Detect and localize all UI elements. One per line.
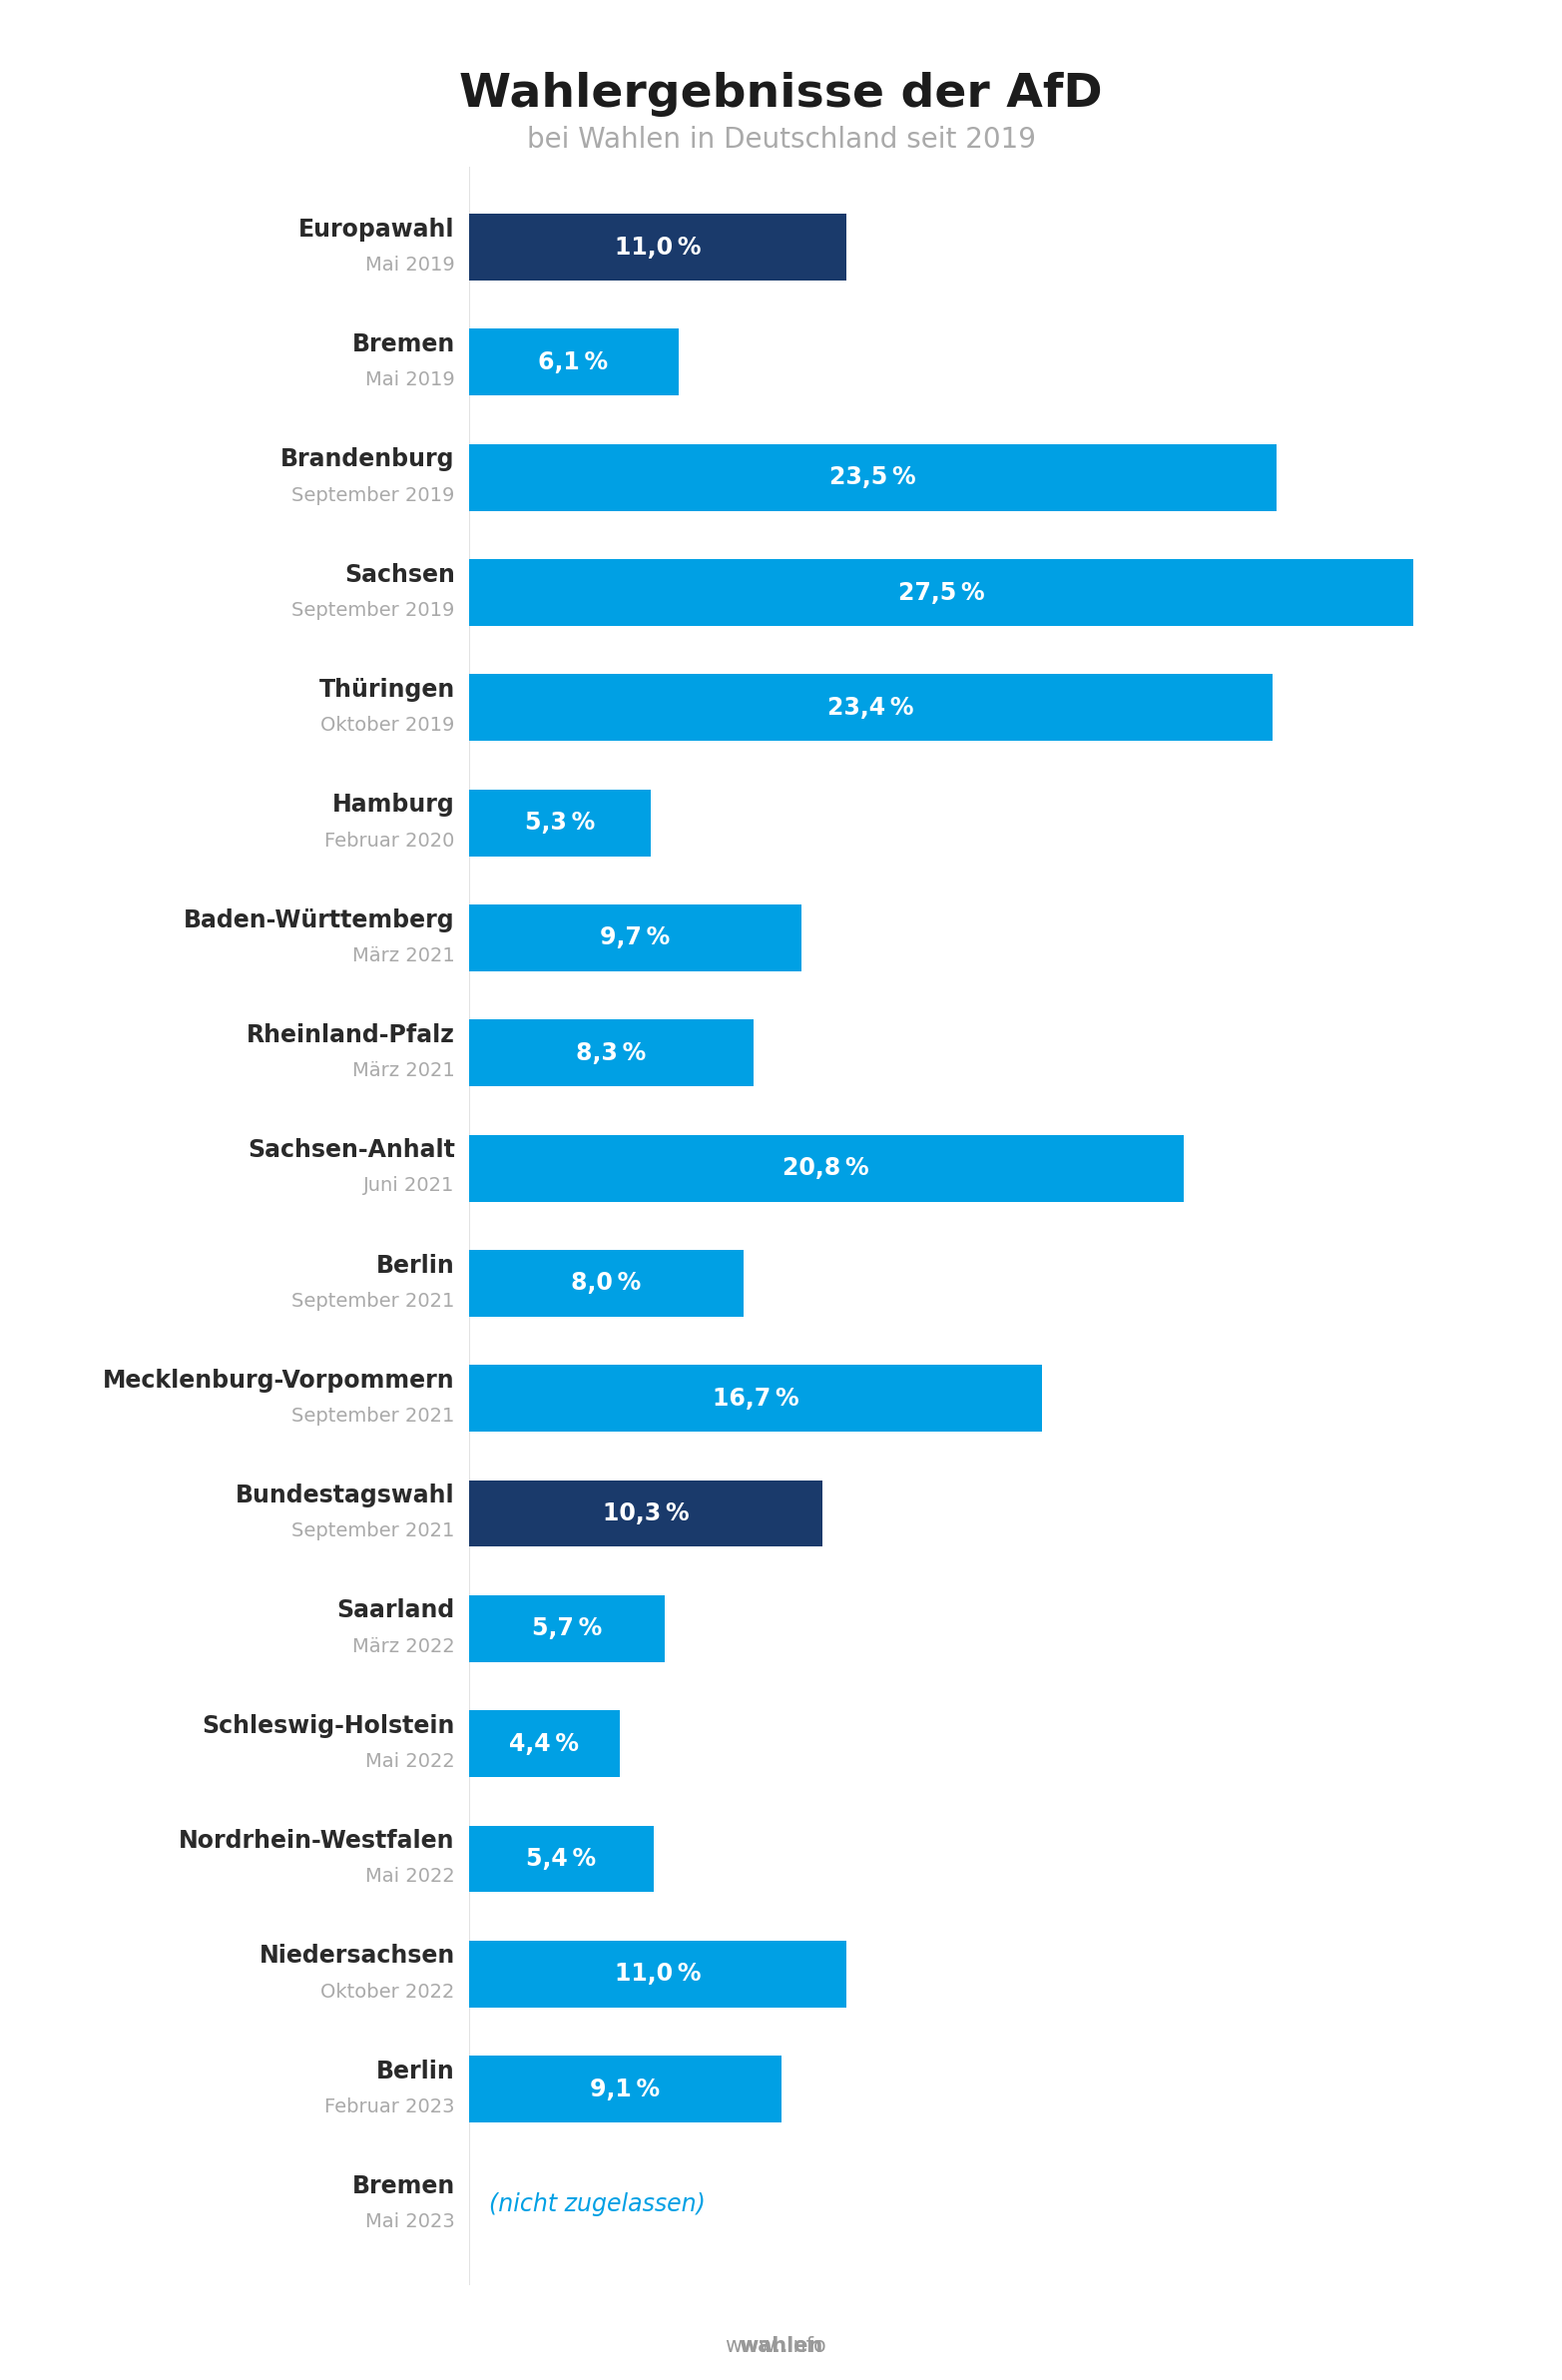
Text: Schleswig-Holstein: Schleswig-Holstein — [201, 1714, 455, 1737]
Bar — [469, 1825, 654, 1892]
Text: September 2021: September 2021 — [292, 1292, 455, 1311]
Text: Niedersachsen: Niedersachsen — [259, 1944, 455, 1968]
Text: Sachsen: Sachsen — [344, 562, 455, 588]
Text: Februar 2023: Februar 2023 — [325, 2097, 455, 2116]
Text: 9,1 %: 9,1 % — [590, 2078, 661, 2102]
Bar — [469, 904, 801, 971]
Bar — [469, 214, 847, 281]
Text: Bremen: Bremen — [351, 333, 455, 357]
Bar — [469, 2056, 781, 2123]
Text: 23,5 %: 23,5 % — [829, 466, 915, 490]
Text: Bremen: Bremen — [351, 2175, 455, 2199]
Bar — [469, 674, 1273, 740]
Bar — [469, 1940, 847, 2006]
Text: Berlin: Berlin — [376, 2059, 455, 2082]
Text: 5,7 %: 5,7 % — [531, 1616, 601, 1640]
Text: 5,4 %: 5,4 % — [526, 1847, 597, 1871]
Text: www.: www. — [725, 2337, 781, 2356]
Text: September 2021: September 2021 — [292, 1407, 455, 1426]
Text: 27,5 %: 27,5 % — [898, 581, 984, 605]
Text: Brandenburg: Brandenburg — [281, 447, 455, 471]
Text: Oktober 2019: Oktober 2019 — [320, 716, 455, 735]
Text: 4,4 %: 4,4 % — [509, 1733, 580, 1756]
Bar — [469, 1366, 1042, 1433]
Text: Europawahl: Europawahl — [298, 217, 455, 240]
Text: Mai 2022: Mai 2022 — [366, 1752, 455, 1771]
Text: 8,3 %: 8,3 % — [576, 1040, 647, 1064]
Text: Oktober 2022: Oktober 2022 — [320, 1983, 455, 2002]
Bar — [469, 559, 1414, 626]
Text: September 2019: September 2019 — [292, 600, 455, 619]
Text: März 2021: März 2021 — [353, 1061, 455, 1081]
Bar — [469, 1250, 744, 1316]
Text: Mai 2019: Mai 2019 — [366, 255, 455, 274]
Text: wahlen: wahlen — [739, 2337, 823, 2356]
Text: 23,4 %: 23,4 % — [828, 695, 914, 719]
Text: Mai 2019: Mai 2019 — [366, 371, 455, 390]
Text: 9,7 %: 9,7 % — [600, 926, 670, 950]
Text: 11,0 %: 11,0 % — [614, 236, 701, 259]
Text: (nicht zugelassen): (nicht zugelassen) — [489, 2192, 706, 2216]
Text: September 2019: September 2019 — [292, 486, 455, 505]
Text: Saarland: Saarland — [337, 1599, 455, 1623]
Text: 6,1 %: 6,1 % — [539, 350, 609, 374]
Text: Mecklenburg-Vorpommern: Mecklenburg-Vorpommern — [103, 1368, 455, 1392]
Bar — [469, 790, 651, 857]
Text: März 2021: März 2021 — [353, 947, 455, 966]
Text: Mai 2022: Mai 2022 — [366, 1868, 455, 1887]
Text: .info: .info — [781, 2337, 826, 2356]
Text: Berlin: Berlin — [376, 1254, 455, 1278]
Text: Bundestagswahl: Bundestagswahl — [236, 1483, 455, 1507]
Bar — [469, 445, 1276, 512]
Text: Mai 2023: Mai 2023 — [366, 2213, 455, 2232]
Text: Sachsen-Anhalt: Sachsen-Anhalt — [247, 1138, 455, 1161]
Text: Hamburg: Hamburg — [333, 793, 455, 816]
Text: März 2022: März 2022 — [353, 1637, 455, 1656]
Text: 5,3 %: 5,3 % — [525, 812, 595, 835]
Text: Juni 2021: Juni 2021 — [364, 1176, 455, 1195]
Bar — [469, 1480, 823, 1547]
Text: 10,3 %: 10,3 % — [603, 1502, 689, 1526]
Text: Februar 2020: Februar 2020 — [325, 831, 455, 850]
Bar — [469, 328, 678, 395]
Text: Baden-Württemberg: Baden-Württemberg — [184, 909, 455, 933]
Bar — [469, 1019, 754, 1085]
Text: Rheinland-Pfalz: Rheinland-Pfalz — [247, 1023, 455, 1047]
Bar — [469, 1595, 664, 1661]
Bar — [469, 1135, 1184, 1202]
Text: 20,8 %: 20,8 % — [783, 1157, 868, 1180]
Text: Nordrhein-Westfalen: Nordrhein-Westfalen — [180, 1830, 455, 1854]
Text: 11,0 %: 11,0 % — [614, 1961, 701, 1985]
Text: bei Wahlen in Deutschland seit 2019: bei Wahlen in Deutschland seit 2019 — [526, 126, 1036, 155]
Text: Wahlergebnisse der AfD: Wahlergebnisse der AfD — [459, 71, 1103, 117]
Bar — [469, 1711, 620, 1778]
Text: Thüringen: Thüringen — [319, 678, 455, 702]
Text: 8,0 %: 8,0 % — [572, 1271, 640, 1295]
Text: September 2021: September 2021 — [292, 1521, 455, 1540]
Text: 16,7 %: 16,7 % — [712, 1388, 798, 1411]
